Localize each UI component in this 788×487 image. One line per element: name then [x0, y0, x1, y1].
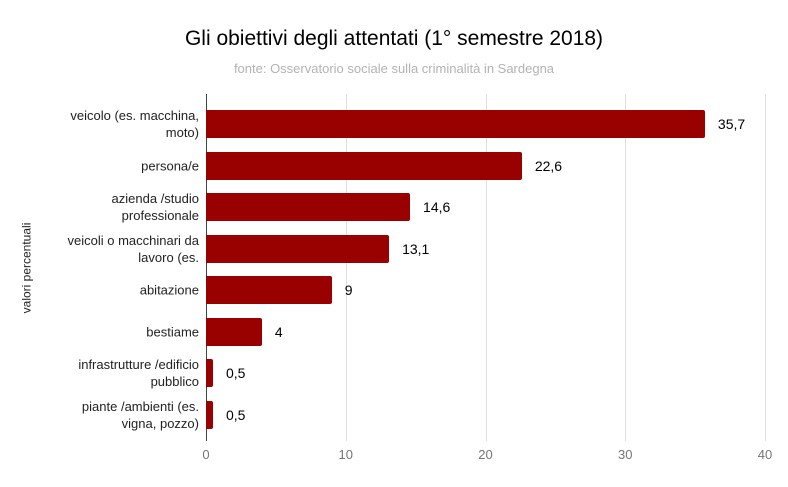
bar-value-label: 0,5	[225, 365, 246, 382]
x-tick-label: 40	[757, 447, 773, 462]
bar[interactable]	[206, 193, 411, 222]
bar-value-label: 35,7	[717, 116, 746, 132]
chart-subtitle: fonte: Osservatorio sociale sulla crimin…	[233, 61, 555, 76]
bar[interactable]	[206, 276, 332, 305]
gridline	[625, 94, 627, 441]
category-label: azienda /studio professionale	[111, 191, 199, 224]
chart-title: Gli obiettivi degli attentati (1° semest…	[184, 27, 604, 50]
category-label: persona/e	[141, 158, 199, 174]
bar-value-label: 0,5	[225, 406, 246, 423]
x-tick-label: 0	[202, 447, 210, 462]
category-label: piante /ambienti (es. vigna, pozzo)	[81, 398, 199, 431]
category-label: infrastrutture /edificio pubblico	[78, 357, 199, 390]
x-tick-label: 20	[478, 447, 493, 462]
category-axis: veicolo (es. macchina, moto) persona/e azi…	[0, 0, 199, 487]
gridline	[345, 94, 347, 441]
category-label: veicoli o macchinari da lavoro (es.	[67, 232, 199, 265]
gridline	[485, 94, 487, 441]
bar[interactable]	[206, 317, 262, 346]
x-axis-labels: 0 10 20 30 40	[202, 447, 772, 463]
bar-value-label: 4	[274, 323, 283, 340]
category-label: bestiame	[146, 324, 199, 340]
bar-value-label: 22,6	[534, 157, 563, 174]
gridline	[765, 94, 766, 441]
bar[interactable]	[206, 110, 705, 138]
bar-value-label: 14,6	[423, 199, 451, 216]
baseline-axis-line	[206, 94, 207, 441]
bar-value-label: 9	[344, 282, 353, 299]
category-label: abitazione	[139, 282, 199, 298]
bar[interactable]	[206, 151, 522, 180]
bar[interactable]	[206, 400, 213, 429]
bar-value-label: 13,1	[402, 240, 430, 257]
plot-area: 35,7 22,6 14,6 13,1 9 4 0,5 0,5	[206, 94, 766, 441]
category-label: veicolo (es. macchina, moto)	[70, 108, 199, 140]
bar[interactable]	[206, 359, 213, 388]
x-tick-label: 30	[618, 447, 633, 462]
bar[interactable]	[206, 234, 390, 263]
x-tick-label: 10	[338, 447, 353, 462]
